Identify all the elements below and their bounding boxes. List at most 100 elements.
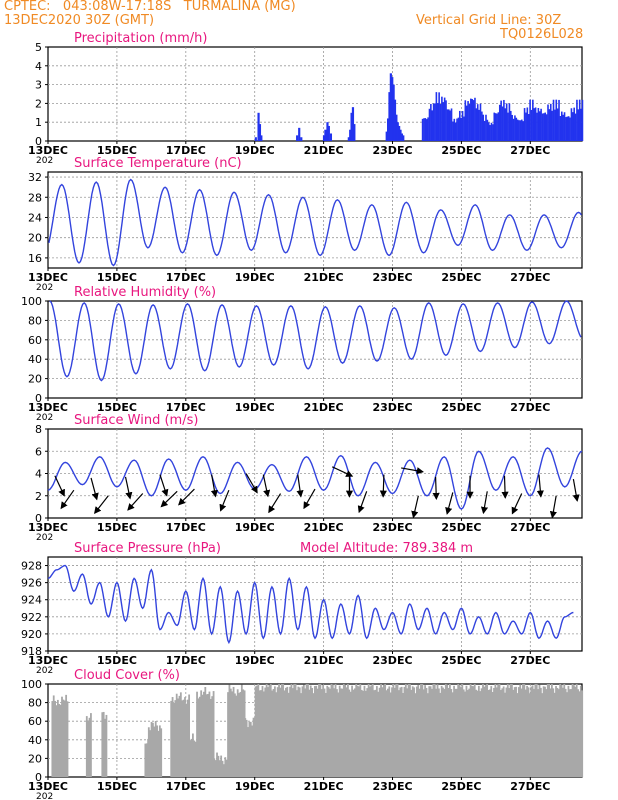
cloud-bar <box>283 690 286 777</box>
cloud-bar <box>156 725 158 777</box>
cloud-bar <box>548 684 551 777</box>
pres-xtick-label: 25DEC <box>441 654 481 667</box>
cloud-bar <box>330 684 333 777</box>
cloud-bar <box>541 693 544 777</box>
precip-bar <box>428 108 431 141</box>
wind-arrow <box>219 489 230 512</box>
cloud-bar <box>227 692 229 777</box>
cloud-bar <box>414 693 417 777</box>
wind-arrow <box>296 474 304 498</box>
cloud-bar <box>85 716 88 777</box>
cloud-bar <box>439 692 442 777</box>
precip-bar <box>501 106 504 141</box>
cloud-bar <box>158 725 161 777</box>
precip-bar <box>486 119 489 141</box>
cloud-bar <box>174 700 177 777</box>
precip-bar <box>551 110 553 141</box>
precip-bar <box>391 77 394 141</box>
wind-ytick-label: 6 <box>35 445 42 458</box>
pres-title: Surface Pressure (hPa) <box>74 541 221 556</box>
cloud-bar <box>218 760 221 777</box>
precip-bar <box>500 100 502 141</box>
cloud-bar <box>444 684 447 777</box>
cloud-bar <box>157 730 160 777</box>
cloud-bar <box>490 686 493 777</box>
cloud-bar <box>102 711 105 777</box>
cloud-bar <box>395 684 398 777</box>
cloud-bar <box>181 700 184 777</box>
precip-bar <box>427 117 429 141</box>
precip-bar <box>257 112 260 141</box>
precip-bar <box>421 118 424 141</box>
cloud-bar <box>500 690 502 777</box>
precip-bar <box>497 112 500 141</box>
precip-bar <box>514 115 516 141</box>
cloud-bar <box>256 685 258 777</box>
cloud-bar <box>308 689 311 777</box>
cloud-bar <box>305 684 308 777</box>
precip-bar <box>387 118 390 141</box>
cloud-bar <box>552 688 555 777</box>
wind-title: Surface Wind (m/s) <box>74 413 198 428</box>
precip-bar <box>436 103 439 141</box>
precip-bar <box>395 114 398 141</box>
cloud-xtick-label: 23DEC <box>373 780 413 793</box>
cloud-bar <box>197 698 200 777</box>
cloud-bar <box>223 764 225 777</box>
cloud-bar <box>300 693 302 777</box>
cloud-bar <box>520 688 523 777</box>
cloud-bar <box>186 699 189 777</box>
cloud-bar <box>209 698 212 777</box>
precip-bar <box>475 108 478 141</box>
cloud-bar <box>453 685 455 777</box>
grid-note: Vertical Grid Line: 30Z <box>416 13 562 28</box>
cloud-bar <box>537 689 540 777</box>
precip-xtick-label: 15DEC <box>97 144 137 157</box>
temperature-line <box>48 178 582 267</box>
cloud-bar <box>440 685 443 777</box>
cloud-bar <box>327 687 330 777</box>
precip-bar <box>556 108 559 141</box>
cloud-bar <box>170 700 173 777</box>
pres-xtick-label: 13DEC <box>28 654 68 667</box>
cloud-bar <box>559 684 562 777</box>
cloud-bar <box>341 688 344 777</box>
cloud-bar <box>373 690 376 777</box>
cloud-bar <box>147 727 150 777</box>
cloud-bar <box>567 685 570 777</box>
cloud-bar <box>247 727 249 777</box>
precip-bar <box>432 103 435 141</box>
cloud-title: Cloud Cover (%) <box>74 668 180 683</box>
cloud-bar <box>524 689 527 777</box>
cloud-bar <box>388 686 391 777</box>
precip-bar <box>430 103 432 141</box>
cloud-bar <box>371 684 374 777</box>
cloud-bar <box>421 684 424 777</box>
rh-ytick-label: 0 <box>35 392 42 405</box>
temp-ytick-label: 20 <box>28 232 42 245</box>
cloud-bar <box>154 721 157 777</box>
cloud-bar <box>105 714 108 777</box>
precip-bar <box>574 113 577 141</box>
cloud-bar <box>398 690 400 777</box>
cloud-bar <box>309 685 312 777</box>
cloud-bar <box>402 692 404 777</box>
cloud-bar <box>323 688 326 777</box>
rh-ytick-label: 100 <box>21 295 42 308</box>
temp-title: Surface Temperature (nC) <box>74 156 242 171</box>
cloud-xtick-label: 25DEC <box>441 780 481 793</box>
cloud-bar <box>418 688 421 777</box>
precip-bar <box>563 112 566 141</box>
precip-bar <box>441 96 443 141</box>
precip-xtick-label: 19DEC <box>235 144 275 157</box>
cloud-bar <box>488 689 491 777</box>
cloud-bar <box>399 687 402 777</box>
cloud-ytick-label: 0 <box>35 771 42 784</box>
cloud-bar <box>251 725 254 777</box>
cloud-bar <box>193 740 196 777</box>
cloud-xtick-label: 13DEC <box>28 780 68 793</box>
precip-xtick-label: 23DEC <box>373 144 413 157</box>
precip-bar <box>258 124 262 141</box>
cloud-bar <box>348 689 351 777</box>
pres-ytick-label: 920 <box>21 628 42 641</box>
